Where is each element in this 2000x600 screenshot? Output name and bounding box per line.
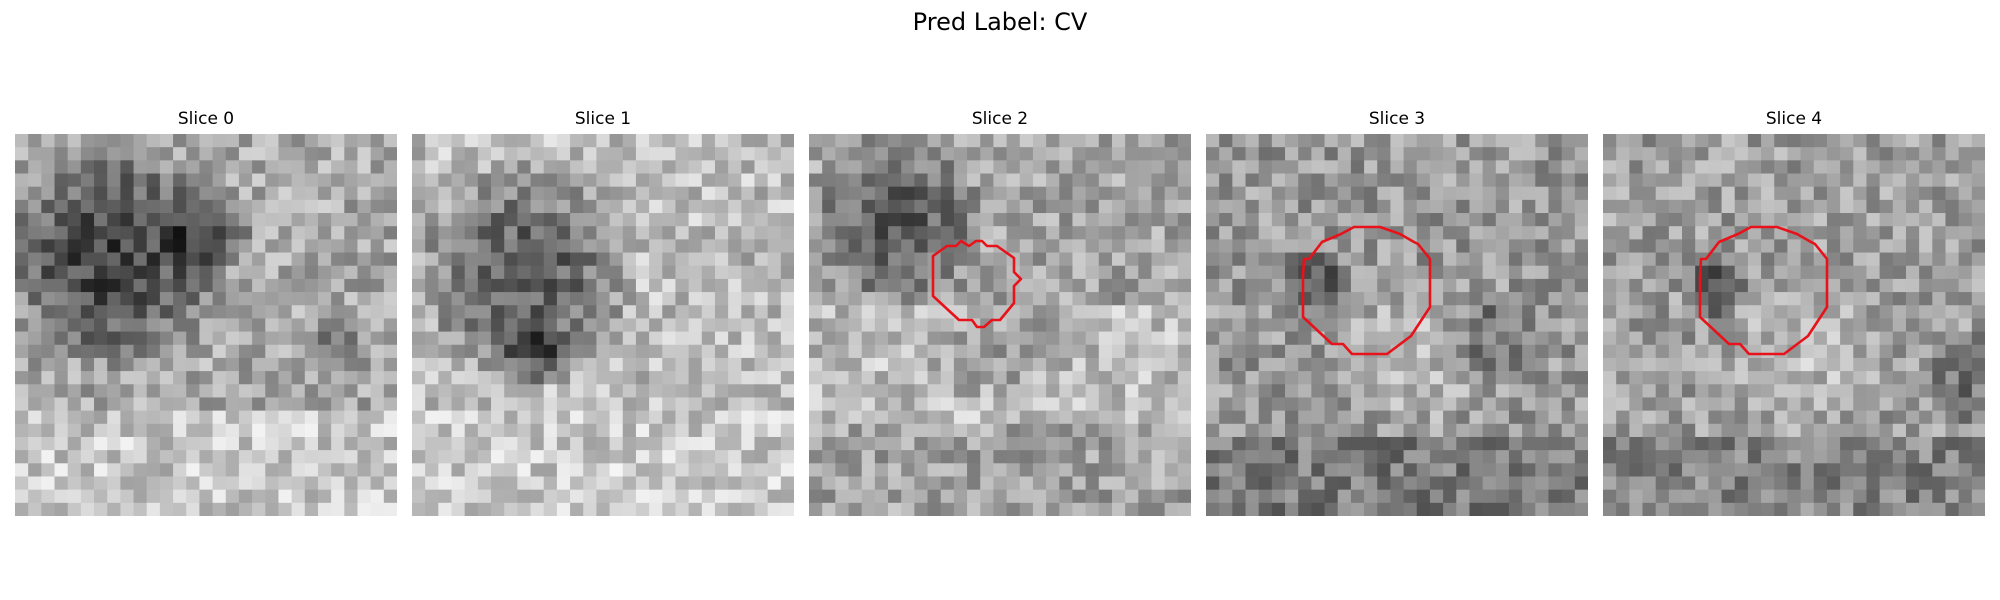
figure-title: Pred Label: CV <box>912 8 1088 36</box>
segmentation-contour <box>1698 225 1829 356</box>
slice-title: Slice 3 <box>1368 109 1426 129</box>
slice-title: Slice 2 <box>971 109 1029 129</box>
segmentation-contour <box>1301 225 1432 356</box>
slice-title: Slice 4 <box>1765 109 1823 129</box>
segmentation-contour <box>931 239 1023 329</box>
slice-title: Slice 1 <box>574 109 632 129</box>
slice-title: Slice 0 <box>177 109 235 129</box>
slice-image <box>809 134 1191 516</box>
slice-image <box>1603 134 1985 516</box>
slice-image <box>412 134 794 516</box>
slice-image <box>15 134 397 516</box>
slice-image <box>1206 134 1588 516</box>
